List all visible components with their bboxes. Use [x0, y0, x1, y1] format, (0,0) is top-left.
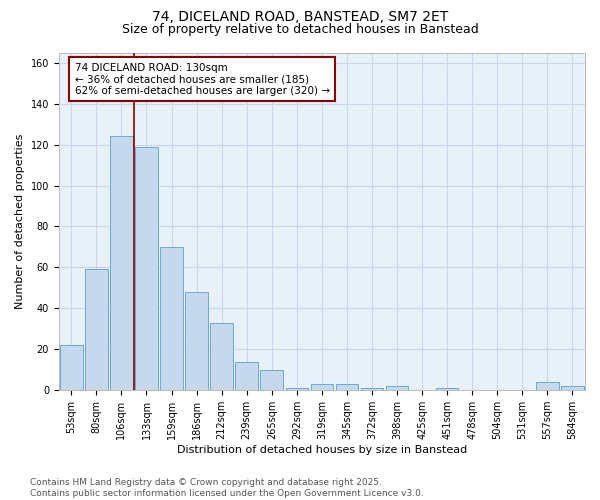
Bar [260, 370, 283, 390]
Bar [85, 270, 107, 390]
Bar [335, 384, 358, 390]
Bar [135, 146, 158, 390]
Bar [235, 362, 258, 390]
Bar [110, 136, 133, 390]
Bar [536, 382, 559, 390]
Bar [185, 292, 208, 390]
Bar [60, 345, 83, 390]
Bar [436, 388, 458, 390]
Text: 74, DICELAND ROAD, BANSTEAD, SM7 2ET: 74, DICELAND ROAD, BANSTEAD, SM7 2ET [152, 10, 448, 24]
Bar [160, 247, 183, 390]
Bar [211, 322, 233, 390]
Text: Contains HM Land Registry data © Crown copyright and database right 2025.
Contai: Contains HM Land Registry data © Crown c… [30, 478, 424, 498]
Bar [286, 388, 308, 390]
Y-axis label: Number of detached properties: Number of detached properties [15, 134, 25, 309]
Bar [361, 388, 383, 390]
Text: 74 DICELAND ROAD: 130sqm
← 36% of detached houses are smaller (185)
62% of semi-: 74 DICELAND ROAD: 130sqm ← 36% of detach… [74, 62, 329, 96]
Bar [561, 386, 584, 390]
Bar [311, 384, 333, 390]
Bar [386, 386, 409, 390]
Text: Size of property relative to detached houses in Banstead: Size of property relative to detached ho… [122, 22, 478, 36]
X-axis label: Distribution of detached houses by size in Banstead: Distribution of detached houses by size … [177, 445, 467, 455]
